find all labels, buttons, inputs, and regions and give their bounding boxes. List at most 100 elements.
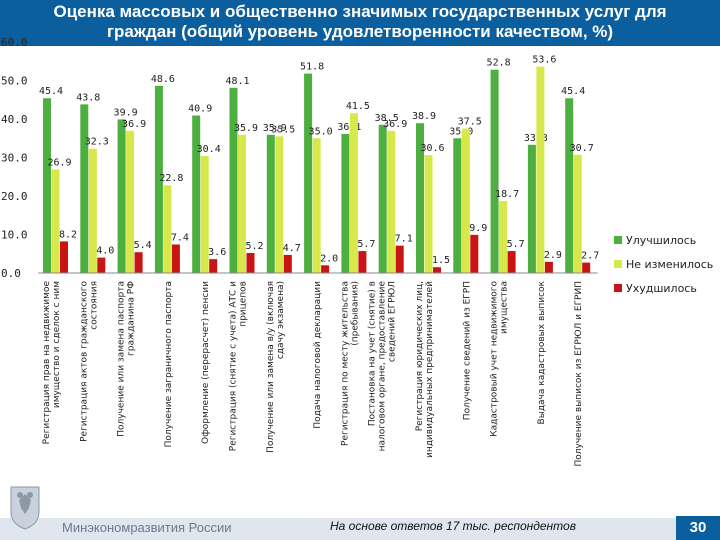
category-label-line: Выдача кадастровых выписок: [537, 280, 547, 424]
category-label: Выдача кадастровых выписок: [537, 280, 547, 424]
data-label: 37.5: [458, 117, 482, 128]
bar-improved: [341, 134, 350, 273]
bar-worse: [582, 262, 591, 273]
title-banner: [0, 0, 720, 46]
chart-title: Оценка массовых и общественно значимых г…: [0, 2, 720, 42]
bar-unchanged: [387, 130, 396, 273]
bar-unchanged: [238, 134, 246, 273]
category-label-line: индивидуальных предпринимателей: [425, 281, 435, 458]
data-label: 30.4: [197, 144, 221, 155]
category-label: Регистрация юридических лиц,индивидуальн…: [415, 281, 435, 458]
bar-unchanged: [461, 128, 470, 273]
page-number: 30: [676, 516, 720, 540]
category-label-line: Регистрация по месту жительства: [340, 281, 350, 446]
category-label: Регистрация по месту жительства(пребыван…: [340, 281, 360, 446]
data-label: 5.7: [357, 239, 375, 250]
bar-worse: [358, 251, 367, 273]
bar-worse: [507, 251, 516, 273]
data-label: 1.5: [432, 255, 450, 266]
footer-bar: [0, 518, 720, 540]
data-label: 48.1: [225, 76, 249, 87]
category-label-line: имущества: [500, 281, 510, 334]
ministry-name: Минэкономразвития России: [62, 520, 232, 535]
bar-unchanged: [499, 201, 508, 273]
category-label: Подача налоговой декларации: [313, 281, 323, 429]
data-label: 53.6: [532, 55, 556, 66]
category-label-line: гражданина РФ: [127, 281, 137, 356]
bar-unchanged: [51, 169, 60, 273]
category-label: Постановка на учет (снятие) вналоговом о…: [368, 281, 398, 452]
data-label: 33.3: [524, 133, 548, 144]
data-label: 7.4: [171, 233, 189, 244]
data-label: 9.9: [469, 223, 487, 234]
category-label-line: Регистрация прав на недвижимое: [42, 281, 52, 445]
category-label-line: Получение или замена в/у (включая: [266, 281, 276, 453]
data-label: 39.9: [114, 107, 138, 118]
bar-improved: [527, 144, 536, 273]
category-label: Кадастровый учет недвижимогоимущества: [490, 281, 510, 437]
category-label-line: Получение выписок из ЕГРЮЛ и ЕГРИП: [574, 281, 584, 467]
bar-unchanged: [275, 136, 284, 273]
data-label: 36.9: [122, 119, 146, 130]
bar-improved: [154, 85, 163, 273]
bar-improved: [229, 87, 238, 273]
data-label: 43.8: [76, 92, 100, 103]
data-label: 41.5: [346, 101, 370, 112]
data-label: 26.9: [47, 157, 71, 168]
category-label-line: Кадастровый учет недвижимого: [490, 281, 500, 437]
bar-improved: [43, 98, 51, 274]
data-label: 35.0: [309, 126, 333, 137]
category-label-line: прицепов: [239, 281, 249, 327]
legend-label: Не изменилось: [626, 258, 713, 271]
data-label: 7.1: [395, 234, 413, 245]
category-label: Оформление (перерасчет) пенсии: [201, 281, 211, 444]
bar-improved: [266, 134, 275, 273]
y-tick-label: 40.0: [1, 113, 28, 126]
category-label-line: Подача налоговой декларации: [313, 281, 323, 429]
category-label-line: Получение заграничного паспорта: [164, 281, 174, 447]
bar-worse: [433, 267, 441, 273]
bar-improved: [378, 124, 387, 274]
data-label: 48.6: [151, 74, 175, 85]
data-label: 38.9: [412, 111, 436, 122]
category-label-line: Регистрация актов гражданского: [79, 281, 89, 442]
data-label: 38.5: [375, 113, 399, 124]
bar-unchanged: [536, 66, 545, 273]
y-tick-label: 60.0: [1, 36, 28, 49]
data-label: 5.7: [507, 239, 525, 250]
data-label: 5.2: [245, 241, 263, 252]
data-label: 32.3: [85, 137, 109, 148]
data-label: 2.0: [320, 253, 338, 264]
category-label-line: Регистрация юридических лиц,: [415, 281, 425, 431]
bar-unchanged: [163, 185, 172, 273]
legend-label: Улучшилось: [626, 234, 696, 247]
data-label: 36.1: [337, 122, 361, 133]
category-label-line: сведений ЕГРЮЛ: [388, 281, 398, 362]
category-label-line: (пребывания): [350, 281, 360, 346]
category-label-line: Получение или замена паспорта: [117, 281, 127, 437]
bar-improved: [565, 98, 574, 274]
data-label: 30.7: [570, 143, 594, 154]
category-label-line: Оформление (перерасчет) пенсии: [201, 281, 211, 444]
category-label-line: Получение сведений из ЕГРП: [462, 281, 472, 420]
category-label: Регистрация прав на недвижимоеимущество …: [42, 281, 62, 445]
category-label: Регистрация (снятие с учета) АТС иприцеп…: [229, 281, 249, 451]
bar-improved: [490, 69, 499, 273]
category-label-line: Регистрация (снятие с учета) АТС и: [229, 281, 239, 451]
category-label: Получение или замена паспортагражданина …: [117, 281, 137, 437]
y-tick-label: 50.0: [1, 75, 28, 88]
data-label: 45.4: [561, 86, 585, 97]
data-label: 40.9: [188, 104, 212, 115]
category-label-line: состояния: [89, 281, 99, 330]
data-label: 35.0: [449, 126, 473, 137]
title-line-2: граждан (общий уровень удовлетворенности…: [106, 22, 614, 41]
category-label-line: налоговом органе, предоставление: [378, 281, 388, 452]
data-label: 22.8: [159, 173, 183, 184]
data-label: 8.2: [59, 229, 77, 240]
data-label: 30.6: [420, 143, 444, 154]
bar-worse: [470, 234, 479, 273]
bar-improved: [304, 73, 313, 273]
legend-swatch: [614, 260, 622, 268]
data-label: 4.0: [96, 246, 114, 257]
y-tick-label: 30.0: [1, 152, 28, 165]
